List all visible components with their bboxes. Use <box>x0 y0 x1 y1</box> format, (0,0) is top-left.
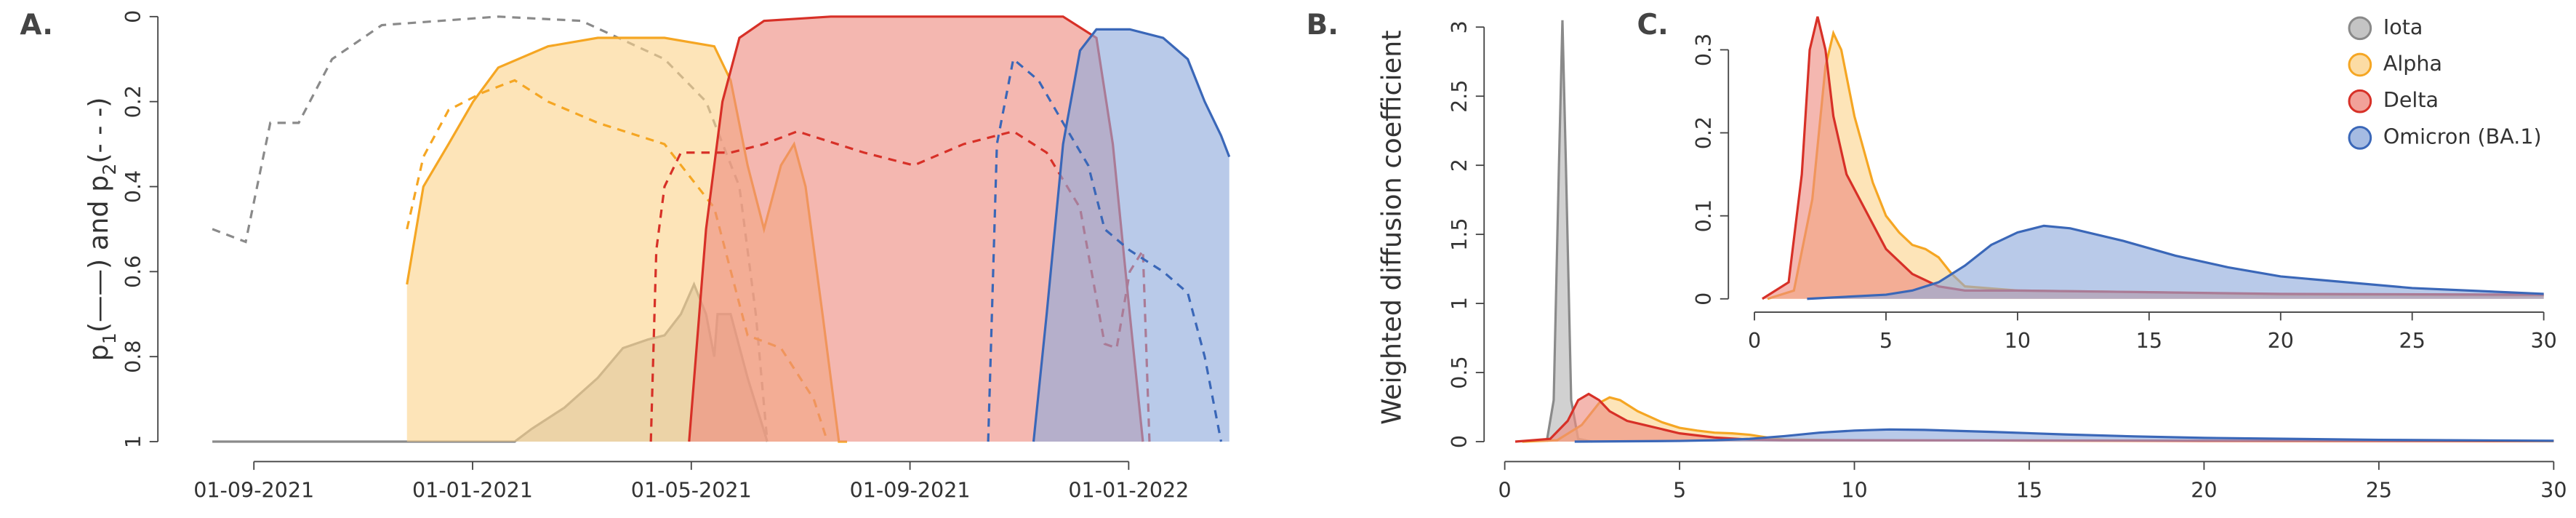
x-tick-label: 20 <box>2191 479 2217 503</box>
x-tick-label: 01-05-2021 <box>631 479 752 503</box>
line <box>1032 28 1231 442</box>
x-tick-label: 10 <box>2005 329 2031 353</box>
legend-label: Alpha <box>2383 52 2442 76</box>
y-axis-label-part: 1 <box>99 332 120 344</box>
legend-label: Iota <box>2383 15 2423 39</box>
y-axis-label-part: (- - -) <box>83 97 114 163</box>
legend-marker <box>2348 126 2372 150</box>
area <box>1546 20 1592 442</box>
y-tick-label: 0 <box>121 10 145 23</box>
x-tick-label: 5 <box>1879 329 1893 353</box>
y-axis-label-part: 2 <box>99 164 120 175</box>
y-tick-label: 0.4 <box>121 170 145 203</box>
y-axis-label-part: Weighted diffusion coefficient <box>1376 30 1407 424</box>
y-axis-label-part: p <box>83 344 114 361</box>
y-tick-label: 0.3 <box>1692 33 1716 66</box>
y-tick-label: 1.5 <box>1448 218 1472 250</box>
x-tick-label: 20 <box>2268 329 2294 353</box>
x-tick-label: 01-01-2022 <box>1068 479 1189 503</box>
area <box>689 16 1143 442</box>
panel-label: B. <box>1307 9 1339 41</box>
line <box>212 15 769 442</box>
x-tick-label: 0 <box>1748 329 1761 353</box>
x-tick-label: 5 <box>1673 479 1686 503</box>
legend-label: Omicron (BA.1) <box>2383 124 2542 148</box>
y-axis-label: p1(——) and p2(- - -) <box>83 97 120 361</box>
x-tick-label: 01-09-2021 <box>193 479 314 503</box>
line <box>649 130 1151 442</box>
y-axis-label-part: (——) and p <box>83 175 114 333</box>
y-tick-label: 0.8 <box>121 340 145 373</box>
panel-label: C. <box>1637 9 1669 41</box>
y-tick-label: 0.6 <box>121 255 145 288</box>
x-tick-label: 01-01-2021 <box>412 479 533 503</box>
y-tick-label: 2 <box>1448 159 1472 172</box>
legend-marker <box>2348 52 2372 77</box>
x-tick-label: 01-09-2021 <box>850 479 971 503</box>
x-tick-label: 15 <box>2136 329 2162 353</box>
y-tick-label: 1 <box>1448 297 1472 310</box>
area <box>1033 29 1229 442</box>
x-tick-label: 30 <box>2540 479 2567 503</box>
y-tick-label: 0 <box>1692 292 1716 306</box>
y-tick-label: 0.2 <box>121 85 145 118</box>
legend-marker <box>2348 89 2372 113</box>
y-tick-label: 0.1 <box>1692 199 1716 232</box>
legend-label: Delta <box>2383 88 2439 112</box>
line <box>406 79 829 442</box>
y-tick-label: 1 <box>121 435 145 448</box>
x-tick-label: 15 <box>2016 479 2042 503</box>
y-axis-label: Weighted diffusion coefficient <box>1376 30 1407 424</box>
y-tick-label: 0 <box>1448 435 1472 448</box>
x-tick-label: 0 <box>1498 479 1512 503</box>
x-tick-label: 25 <box>2366 479 2392 503</box>
panel-label: A. <box>20 9 53 41</box>
line <box>1574 428 2554 443</box>
area <box>1762 16 2544 299</box>
y-tick-label: 0.2 <box>1692 116 1716 149</box>
x-tick-label: 25 <box>2399 329 2425 353</box>
x-tick-label: 30 <box>2530 329 2556 353</box>
y-tick-label: 0.5 <box>1448 356 1472 388</box>
y-tick-label: 3 <box>1448 20 1472 33</box>
line <box>1807 224 2544 300</box>
area <box>1515 394 2554 442</box>
y-tick-label: 2.5 <box>1448 80 1472 113</box>
x-tick-label: 10 <box>1841 479 1867 503</box>
area <box>1807 226 2544 299</box>
legend-marker <box>2348 16 2372 41</box>
